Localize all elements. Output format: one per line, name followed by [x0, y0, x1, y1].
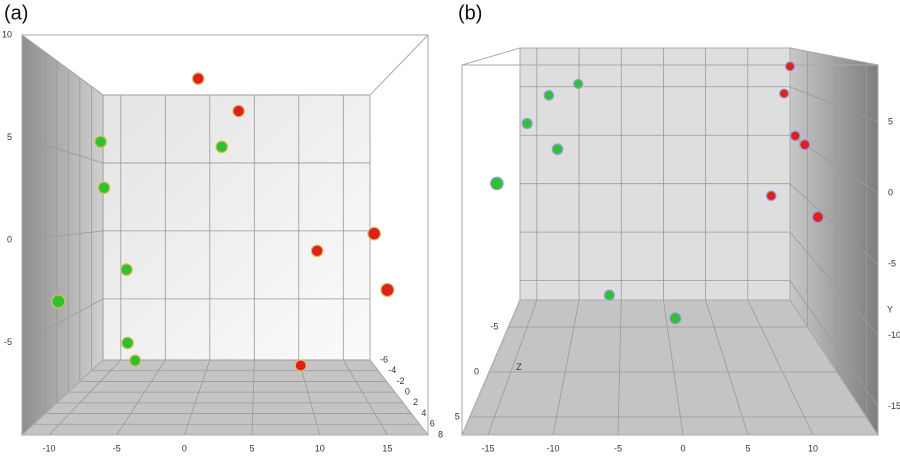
- z-tick-label: -4: [388, 365, 396, 375]
- box-edge: [789, 299, 879, 436]
- grid-line: [116, 359, 166, 436]
- grid-line: [663, 299, 684, 436]
- y-tick-label: 5: [888, 116, 893, 126]
- y-tick-label: -10: [888, 330, 900, 340]
- data-point: [94, 135, 107, 149]
- z-tick-label: -5: [490, 321, 498, 331]
- grid-line: [251, 359, 255, 436]
- grid-line: [789, 183, 879, 265]
- panel-label: (a): [4, 2, 28, 24]
- x-tick-label: -15: [481, 443, 494, 453]
- back-wall: [102, 94, 371, 361]
- data-point: [603, 289, 615, 301]
- y-tick-label: 0: [7, 235, 12, 245]
- back-wall: [519, 47, 791, 301]
- grid-line: [21, 137, 104, 164]
- data-point: [765, 190, 777, 202]
- y-tick-label: -5: [4, 337, 12, 347]
- grid-line: [705, 299, 749, 436]
- data-point: [799, 139, 811, 151]
- z-tick-label: 6: [430, 419, 435, 429]
- x-tick-label: -5: [113, 443, 121, 453]
- data-point: [97, 181, 111, 195]
- data-point: [367, 226, 382, 241]
- data-point: [380, 282, 395, 298]
- x-tick-label: 10: [808, 443, 818, 453]
- x-tick-label: 0: [680, 443, 685, 453]
- z-tick-label: 0: [474, 366, 479, 376]
- grid-line: [342, 359, 388, 436]
- data-point: [811, 210, 825, 224]
- grid-line: [487, 299, 538, 436]
- grid-line: [789, 231, 879, 336]
- data-point: [232, 104, 245, 118]
- x-tick-label: 10: [315, 443, 325, 453]
- data-point: [573, 78, 584, 89]
- x-tick-label: -10: [43, 443, 56, 453]
- y-tick-label: -15: [888, 401, 900, 411]
- data-point: [120, 263, 133, 276]
- grid-line: [552, 299, 580, 436]
- z-tick-label: 0: [405, 387, 410, 397]
- z-tick-label: -6: [380, 354, 388, 364]
- data-point: [543, 90, 555, 101]
- data-point: [129, 354, 142, 367]
- y-tick-label: 5: [7, 132, 12, 142]
- z-axis-label: Z: [516, 362, 522, 372]
- grid-line: [789, 86, 879, 123]
- box-edge: [461, 299, 521, 436]
- z-tick-label: 4: [421, 408, 426, 418]
- data-point: [778, 88, 790, 99]
- z-tick-label: -2: [397, 376, 405, 386]
- grid-line: [48, 359, 122, 436]
- panel-label: (b): [458, 2, 482, 24]
- grid-line: [184, 359, 211, 436]
- x-tick-label: 15: [382, 443, 392, 453]
- data-point: [191, 72, 205, 85]
- x-tick-label: -5: [614, 443, 622, 453]
- data-point: [784, 61, 796, 72]
- box-edge: [21, 359, 104, 436]
- z-tick-label: 8: [438, 429, 443, 439]
- data-point: [789, 130, 801, 142]
- data-point: [521, 117, 533, 130]
- box-edge: [461, 47, 521, 66]
- data-point: [294, 359, 307, 372]
- x-tick-label: 5: [745, 443, 750, 453]
- x-tick-label: -10: [546, 443, 559, 453]
- data-point: [51, 294, 66, 309]
- grid-line: [747, 299, 814, 436]
- grid-line: [298, 359, 321, 436]
- data-point: [121, 336, 134, 350]
- data-point: [215, 140, 229, 154]
- box-edge: [789, 47, 879, 66]
- y-tick-label: 10: [2, 29, 12, 39]
- box-edge: [369, 34, 429, 96]
- grid-line: [21, 298, 104, 344]
- grid-line: [21, 230, 104, 241]
- y-axis-label: Y: [887, 304, 893, 314]
- y-tick-label: -5: [888, 259, 896, 269]
- x-tick-label: 0: [182, 443, 187, 453]
- data-point: [310, 244, 324, 258]
- z-tick-label: 2: [413, 397, 418, 407]
- grid-line: [789, 280, 879, 407]
- z-tick-label: 5: [455, 411, 460, 421]
- y-tick-label: 0: [888, 187, 893, 197]
- data-point: [489, 176, 504, 191]
- data-point: [551, 143, 564, 156]
- x-tick-label: 5: [250, 443, 255, 453]
- box-edge: [369, 359, 429, 436]
- box-edge: [21, 34, 104, 96]
- grid-line: [617, 299, 622, 436]
- data-point: [669, 312, 682, 325]
